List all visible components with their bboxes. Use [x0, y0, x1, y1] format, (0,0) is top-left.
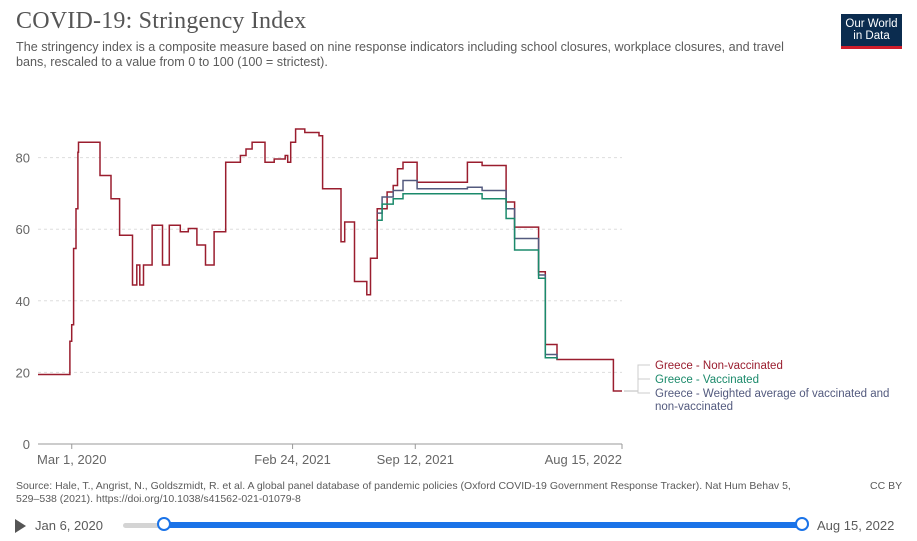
series-line-non-vaccinated — [38, 128, 622, 392]
y-tick-label: 60 — [16, 222, 30, 237]
y-tick-label: 0 — [23, 437, 30, 452]
timeline-end-label: Aug 15, 2022 — [817, 518, 895, 533]
x-tick-label: Aug 15, 2022 — [545, 452, 622, 467]
y-tick-label: 40 — [16, 294, 30, 309]
legend-label: Greece - Non-vaccinated — [655, 360, 783, 372]
timeline-start-label: Jan 6, 2020 — [35, 518, 103, 533]
legend-connector — [637, 364, 650, 392]
x-tick-label: Feb 24, 2021 — [254, 452, 331, 467]
legend-label: Greece - Vaccinated — [655, 374, 759, 386]
play-icon[interactable] — [15, 519, 26, 533]
series-line-vaccinated — [377, 193, 558, 360]
legend-connector — [637, 378, 650, 392]
legend-label: Greece - Weighted average of vaccinated … — [655, 388, 889, 413]
license-link[interactable]: CC BY — [870, 480, 903, 492]
x-tick-label: Sep 12, 2021 — [377, 452, 454, 467]
chart-title: COVID-19: Stringency Index — [16, 8, 307, 34]
timeline-selected-range — [164, 522, 802, 528]
y-tick-label: 80 — [16, 151, 30, 166]
chart-subtitle: The stringency index is a composite meas… — [16, 40, 784, 69]
timeline-start-handle[interactable] — [157, 517, 171, 531]
legend-connector — [637, 391, 650, 394]
timeline-end-handle[interactable] — [795, 517, 809, 531]
series-line-weighted — [377, 179, 558, 360]
logo-line-2: in Data — [853, 30, 890, 42]
source-note: Source: Hale, T., Angrist, N., Goldszmid… — [16, 480, 791, 505]
x-tick-label: Mar 1, 2020 — [37, 452, 106, 467]
owid-logo[interactable]: Our World in Data — [841, 14, 902, 49]
stringency-chart: 0 20 40 60 80 Mar 1, 2020 Feb 24, 2021 Sep 12, … — [16, 128, 889, 467]
logo-line-1: Our World — [845, 18, 898, 30]
y-tick-label: 20 — [16, 365, 30, 380]
